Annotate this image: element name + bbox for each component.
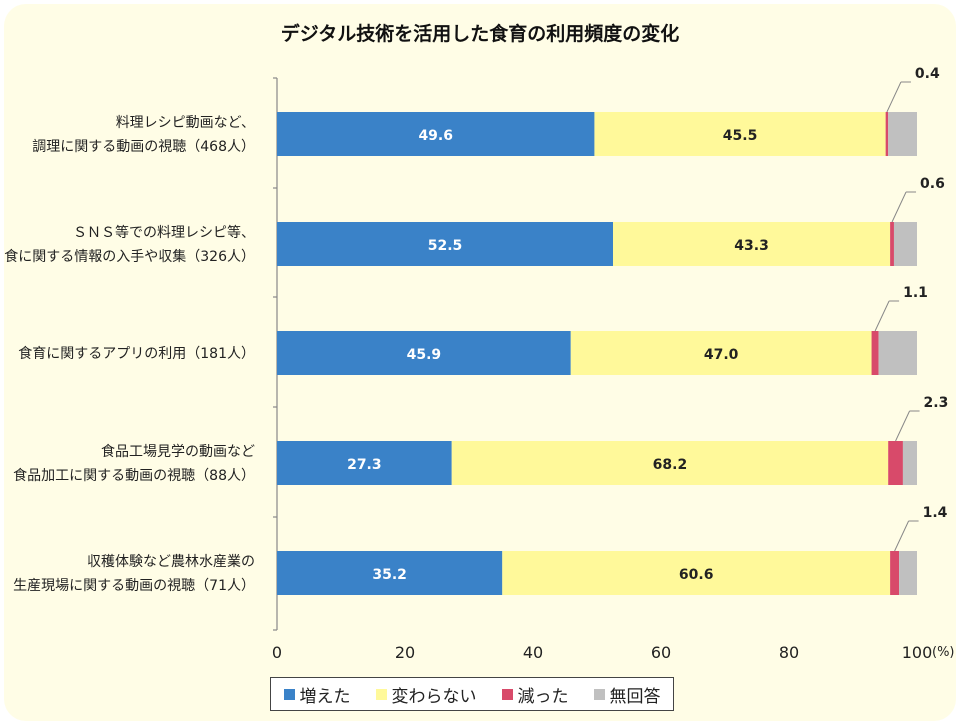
bar-segment-2: [613, 222, 891, 266]
data-label: 35.2: [372, 567, 407, 583]
legend-swatch: [501, 688, 513, 700]
legend-label: 変わらない: [391, 686, 477, 707]
category-label: 生産現場に関する動画の視聴（71人）: [13, 578, 255, 594]
bar-segment-1: [277, 112, 595, 156]
bar-segment-1: [277, 222, 613, 266]
category-label: 収穫体験など農林水産業の: [87, 554, 255, 570]
legend-swatch: [593, 688, 605, 700]
category-label: 食育に関するアプリの利用（181人）: [18, 345, 255, 362]
data-label: 2.3: [924, 395, 949, 411]
legend-item: 減った: [501, 682, 569, 707]
leader-line: [895, 410, 911, 442]
x-tick-label: 100: [902, 643, 933, 662]
data-label: 68.2: [653, 457, 688, 473]
legend-label: 無回答: [609, 686, 661, 707]
bar-segment-3: [871, 331, 879, 375]
category-label: 調理に関する動画の視聴（468人）: [32, 139, 255, 155]
bar-segment-2: [594, 112, 886, 156]
bar-segment-4: [893, 222, 917, 266]
data-label: 49.6: [418, 128, 453, 144]
legend-item: 変わらない: [375, 682, 477, 707]
category-label: ＳＮＳ等での料理レシピ等、: [73, 224, 255, 241]
bar-segment-4: [902, 441, 917, 485]
data-label: 60.6: [679, 567, 714, 583]
x-tick-label: 80: [779, 643, 799, 662]
bar-segment-4: [899, 551, 917, 595]
x-tick-label: 0: [272, 643, 282, 662]
bar-segment-1: [277, 551, 503, 595]
legend-item: 無回答: [593, 682, 661, 707]
leader-line: [891, 191, 907, 223]
category-label: 食に関する情報の入手や収集（326人）: [4, 248, 255, 265]
category-label: 料理レシピ動画など、: [116, 115, 255, 131]
bar-segment-2: [451, 441, 889, 485]
data-label: 45.5: [723, 128, 758, 144]
data-label: 0.6: [920, 176, 945, 192]
data-label: 43.3: [734, 238, 769, 254]
chart-title: デジタル技術を活用した食育の利用頻度の変化: [281, 22, 680, 45]
bar-segment-3: [890, 222, 894, 266]
legend-swatch: [375, 688, 387, 700]
data-label: 27.3: [347, 457, 382, 473]
legend-item: 増えた: [283, 682, 351, 707]
bar-segment-2: [502, 551, 891, 595]
bar-segment-4: [888, 112, 917, 156]
legend-label: 増えた: [299, 686, 351, 707]
data-label: 47.0: [704, 347, 739, 363]
category-label: 食品加工に関する動画の視聴（88人）: [13, 467, 255, 484]
plot-area: 0 20 40 60 80 100 (%) 料理レシピ動画など、調理に関する動画の視聴（468…: [4, 66, 954, 662]
data-label: 1.1: [903, 285, 928, 301]
bar-segment-1: [277, 331, 571, 375]
category-label: 食品工場見学の動画など: [101, 443, 255, 460]
leader-line: [886, 81, 902, 113]
x-tick-label: 20: [395, 643, 415, 662]
bar-segment-1: [277, 441, 452, 485]
legend: 増えた 変わらない 減った 無回答: [270, 677, 674, 711]
bar-segment-3: [888, 441, 903, 485]
leader-line: [874, 300, 890, 332]
bar-segment-3: [885, 112, 889, 156]
bar-segment-4: [878, 331, 917, 375]
x-tick-label: 40: [523, 643, 543, 662]
data-label: 52.5: [428, 238, 463, 254]
leader-line: [894, 520, 910, 552]
data-label: 1.4: [923, 505, 948, 521]
bar-segment-2: [570, 331, 872, 375]
legend-swatch: [283, 688, 295, 700]
data-label: 0.4: [915, 66, 940, 82]
x-axis-unit: (%): [932, 645, 955, 660]
legend-label: 減った: [517, 686, 569, 707]
x-tick-label: 60: [651, 643, 671, 662]
bar-segment-3: [890, 551, 900, 595]
data-label: 45.9: [407, 347, 442, 363]
